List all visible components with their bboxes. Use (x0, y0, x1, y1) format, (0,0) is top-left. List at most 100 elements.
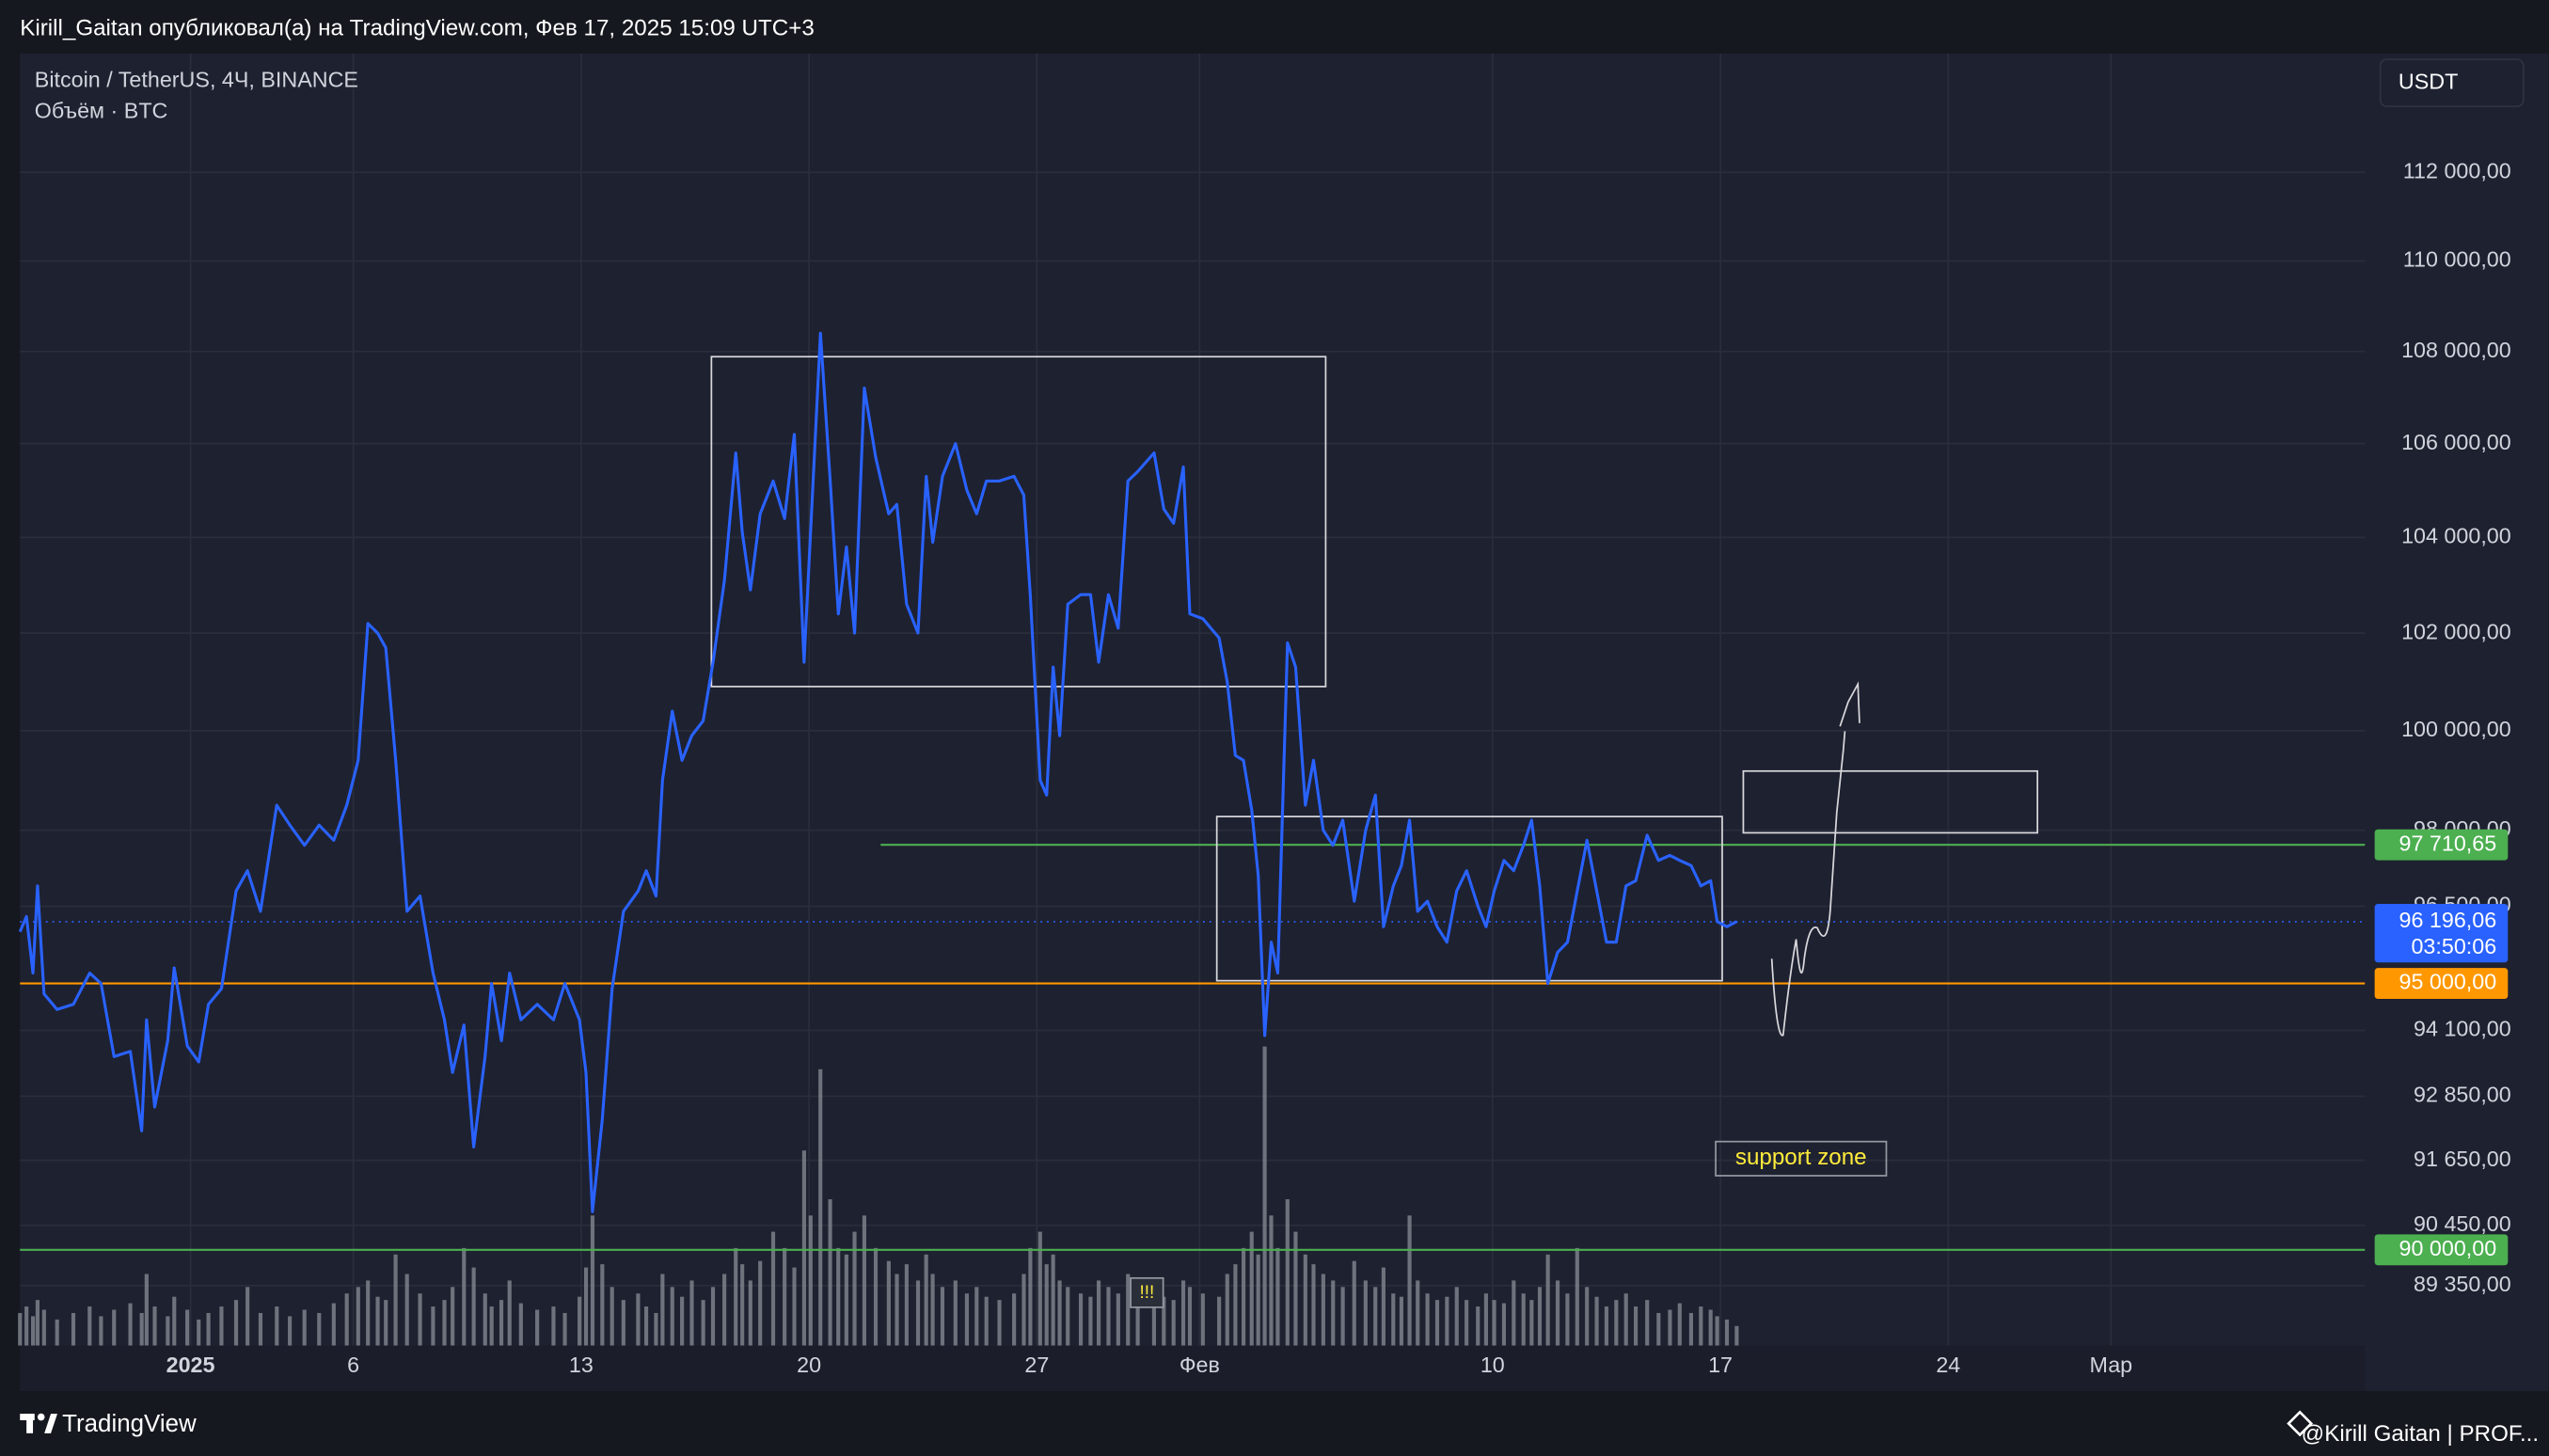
volume-bar (507, 1280, 512, 1346)
target-box (1742, 769, 2039, 834)
volume-bar (1373, 1287, 1378, 1346)
currency-button-label[interactable]: USDT (2399, 69, 2458, 93)
volume-bar (1151, 1306, 1156, 1346)
volume-bar (964, 1293, 970, 1346)
volume-bar (219, 1306, 224, 1346)
volume-bar (1501, 1303, 1507, 1346)
volume-bar (953, 1280, 958, 1346)
y-tick-label: 92 850,00 (2414, 1083, 2511, 1107)
volume-bar (1311, 1264, 1316, 1346)
volume-bar (578, 1296, 582, 1346)
volume-bar (974, 1287, 979, 1346)
volume-bar (783, 1247, 787, 1346)
volume-bar (1715, 1316, 1719, 1346)
volume-bar (1656, 1312, 1661, 1346)
y-tick-label: 94 100,00 (2414, 1017, 2511, 1041)
volume-bar (1106, 1287, 1111, 1346)
volume-bar (1604, 1306, 1609, 1346)
volume-bar (1699, 1306, 1703, 1346)
y-tick-label: 91 650,00 (2414, 1147, 2511, 1171)
last-price-label: 96 196,06 (2399, 908, 2496, 932)
volume-bar (139, 1312, 144, 1346)
volume-bar (356, 1287, 360, 1346)
volume-bar (344, 1293, 349, 1346)
volume-bar (451, 1287, 455, 1346)
volume-bar (1044, 1264, 1049, 1346)
brand-logo (20, 1413, 57, 1433)
volume-bar (758, 1260, 763, 1346)
volume-bar (654, 1312, 658, 1346)
volume-bar (1200, 1293, 1205, 1346)
volume-bar (940, 1287, 945, 1346)
volume-bar (1187, 1287, 1193, 1346)
volume-bar (1242, 1247, 1246, 1346)
volume-bar (1708, 1309, 1713, 1346)
volume-bar (1293, 1231, 1298, 1346)
volume-bar (1492, 1300, 1496, 1346)
y-tick-label: 108 000,00 (2401, 338, 2511, 362)
volume-bar (1512, 1280, 1516, 1346)
volume-bar (1051, 1254, 1055, 1346)
volume-bar (643, 1306, 649, 1346)
volume-bar (680, 1296, 685, 1346)
volume-bar (1057, 1280, 1062, 1346)
volume-bar (1217, 1296, 1222, 1346)
forecast-sketch (1770, 681, 1860, 1037)
volume-bar (462, 1247, 467, 1346)
volume-bar (1303, 1254, 1307, 1346)
volume-bar (1097, 1280, 1101, 1346)
volume-bar (366, 1280, 371, 1346)
volume-bar (828, 1199, 832, 1346)
grid (20, 54, 2366, 1346)
volume-bar (1275, 1247, 1280, 1346)
volume-bar (1645, 1300, 1650, 1346)
volume-bar (689, 1280, 694, 1346)
volume-bar (1116, 1293, 1120, 1346)
volume-bar (1391, 1293, 1396, 1346)
volume-bar (562, 1312, 567, 1346)
volume-bar (1521, 1293, 1526, 1346)
chart-title: Bitcoin / TetherUS, 4Ч, BINANCE (35, 68, 358, 92)
volume-bar (1399, 1296, 1403, 1346)
volume-bar (1285, 1199, 1290, 1346)
volume-bar (1135, 1300, 1140, 1346)
author-label: @Kirill Gaitan | PROF... (2302, 1421, 2539, 1447)
range-box (710, 356, 1327, 688)
volume-bar (112, 1309, 117, 1346)
volume-bar (862, 1215, 866, 1346)
volume-bar (1352, 1260, 1356, 1346)
volume-bar (808, 1215, 813, 1346)
volume-bar (535, 1309, 540, 1346)
volume-bar (701, 1300, 705, 1346)
volume-bar (1262, 1046, 1267, 1346)
currency-button[interactable] (2379, 58, 2525, 108)
volume-bar (610, 1287, 614, 1346)
volume-bar (499, 1300, 504, 1346)
volume-bar (245, 1287, 250, 1346)
support-zone-box (1715, 1140, 1888, 1177)
volume-bar (583, 1267, 589, 1346)
volume-bar (670, 1287, 674, 1346)
volume-bar (930, 1274, 935, 1346)
x-tick-label: 17 (1708, 1353, 1733, 1377)
volume-bar (792, 1267, 797, 1346)
volume-bar (915, 1280, 921, 1346)
volume-bar (404, 1274, 409, 1346)
marker-box (1130, 1276, 1164, 1308)
volume-bar (1677, 1303, 1682, 1346)
brand-name: TradingView (62, 1411, 197, 1437)
volume-bar (1225, 1274, 1229, 1346)
x-tick-label: 10 (1480, 1353, 1505, 1377)
volume-bar (636, 1293, 641, 1346)
level-label: 90 000,00 (2399, 1236, 2496, 1260)
x-tick-label: 2025 (166, 1353, 215, 1377)
logo-part (44, 1414, 57, 1433)
level-label: 95 000,00 (2399, 970, 2496, 994)
volume-bar (233, 1300, 239, 1346)
volume-bar (483, 1293, 487, 1346)
volume-bar (1623, 1293, 1628, 1346)
volume-bar (1416, 1280, 1420, 1346)
volume-bar (1585, 1287, 1590, 1346)
time-axis-band (20, 1345, 2366, 1391)
volume-bar (734, 1247, 738, 1346)
